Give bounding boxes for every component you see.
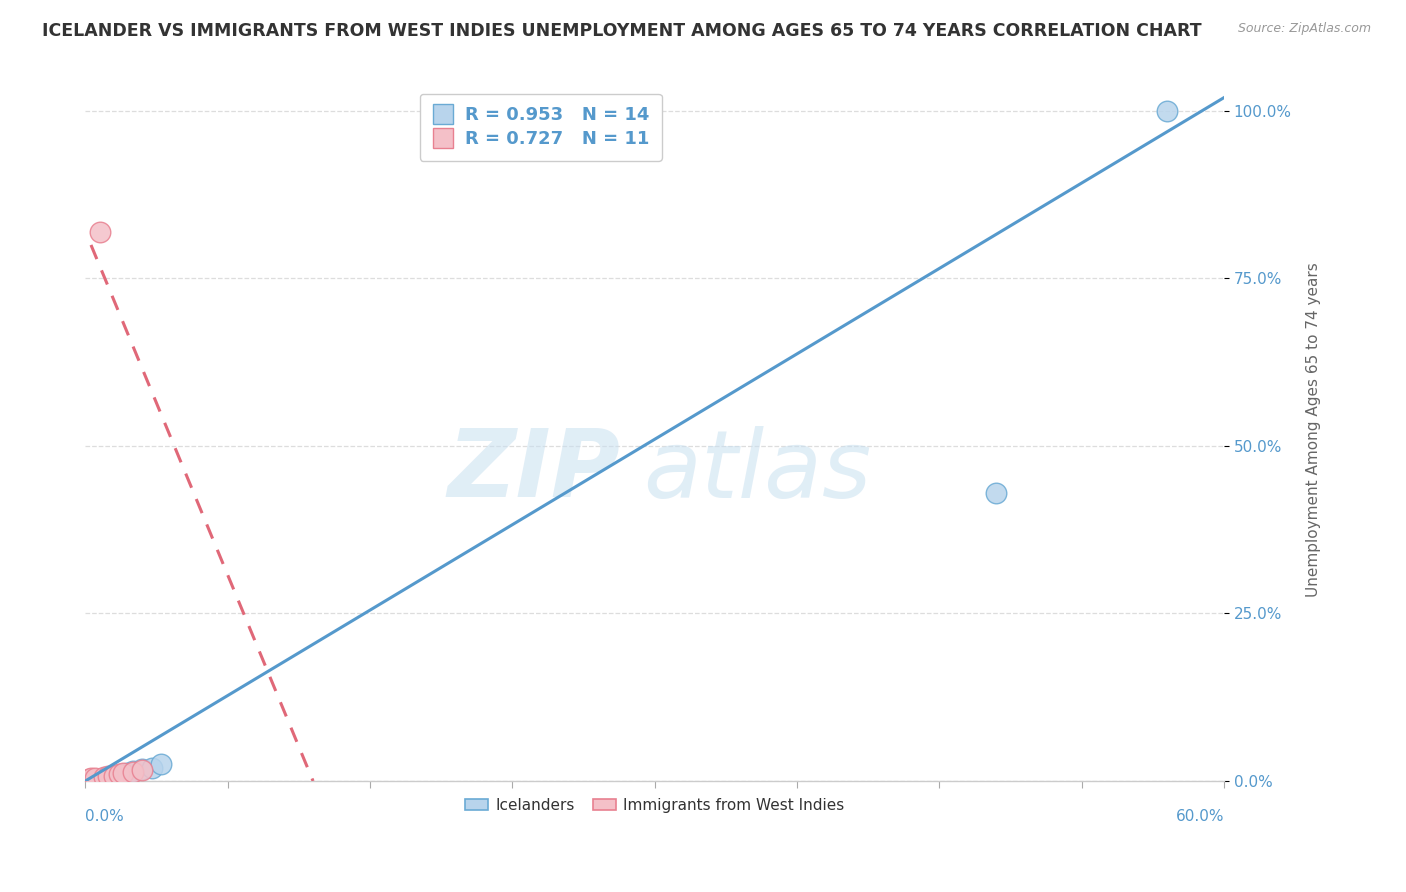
Text: ZIP: ZIP: [447, 425, 620, 517]
Point: [108, 767, 131, 781]
Point: [83, 771, 105, 785]
Point: [80, 772, 103, 786]
Point: [141, 761, 163, 775]
Text: 60.0%: 60.0%: [1175, 809, 1225, 824]
Legend: Icelanders, Immigrants from West Indies: Icelanders, Immigrants from West Indies: [458, 792, 851, 819]
Point: [112, 766, 135, 780]
Point: [93, 770, 115, 784]
Point: [97, 769, 120, 783]
Point: [89, 225, 111, 239]
Text: Source: ZipAtlas.com: Source: ZipAtlas.com: [1237, 22, 1371, 36]
Point: [115, 766, 138, 780]
Point: [103, 769, 125, 783]
Point: [93, 771, 115, 785]
Point: [150, 757, 173, 772]
Point: [77, 772, 100, 786]
Point: [1156, 103, 1178, 118]
Point: [986, 486, 1008, 500]
Point: [131, 764, 153, 778]
Point: [103, 769, 125, 783]
Point: [83, 772, 105, 787]
Point: [108, 769, 131, 783]
Text: ICELANDER VS IMMIGRANTS FROM WEST INDIES UNEMPLOYMENT AMONG AGES 65 TO 74 YEARS : ICELANDER VS IMMIGRANTS FROM WEST INDIES…: [42, 22, 1202, 40]
Y-axis label: Unemployment Among Ages 65 to 74 years: Unemployment Among Ages 65 to 74 years: [1306, 262, 1320, 597]
Point: [112, 767, 135, 781]
Point: [89, 772, 111, 786]
Point: [121, 764, 143, 778]
Point: [121, 764, 143, 779]
Point: [131, 762, 153, 776]
Point: [97, 770, 120, 784]
Text: atlas: atlas: [644, 426, 872, 517]
Text: 0.0%: 0.0%: [86, 809, 124, 824]
